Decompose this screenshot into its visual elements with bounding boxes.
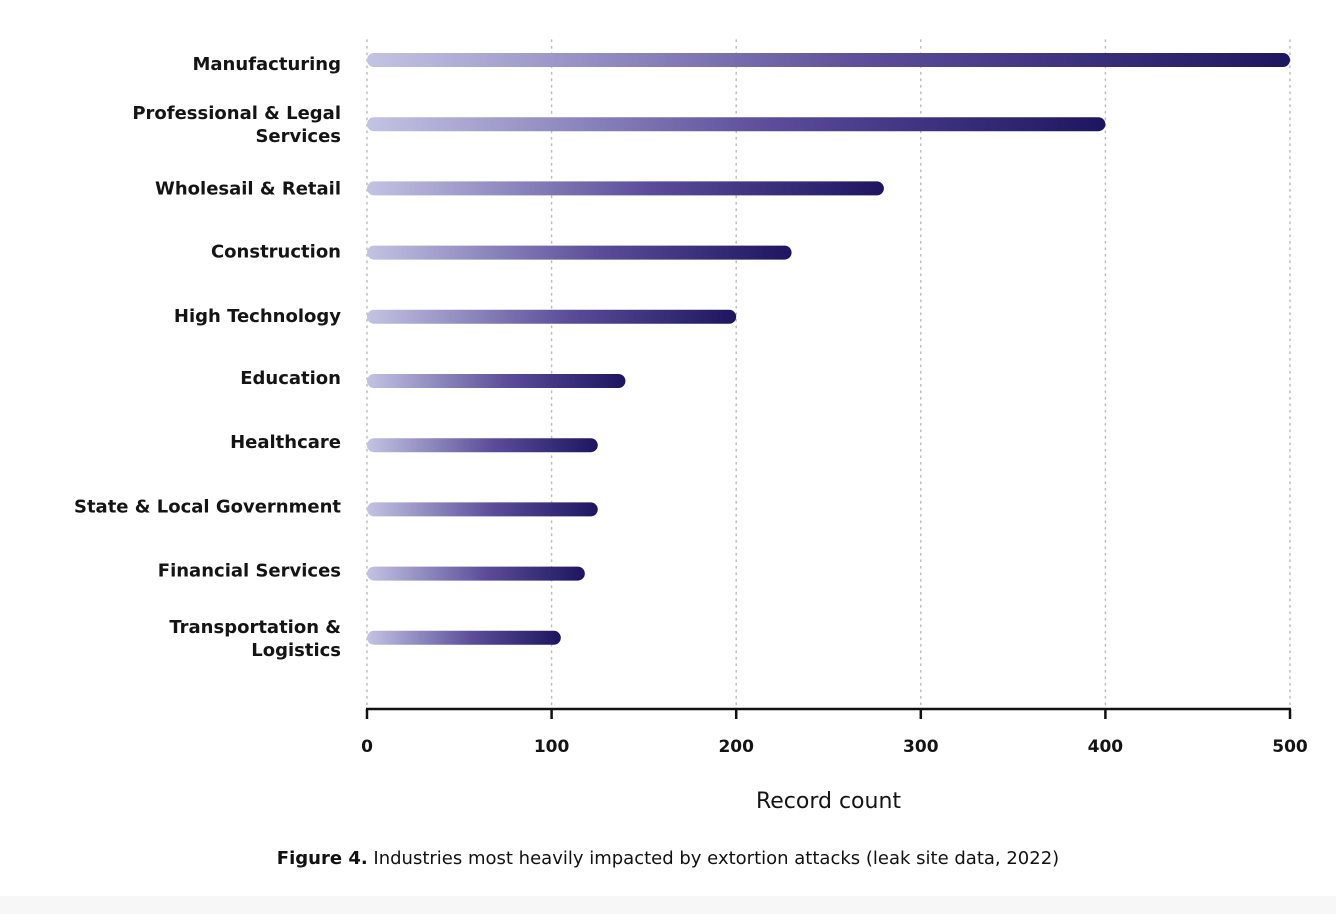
bars <box>367 53 1290 645</box>
category-label-3: Construction <box>211 242 341 263</box>
bar-9 <box>367 630 561 645</box>
x-tick-label-3: 300 <box>903 737 939 757</box>
category-label-7: State & Local Government <box>74 496 341 517</box>
bar-4 <box>367 309 737 324</box>
bar-2 <box>367 181 884 196</box>
x-tick-label-4: 400 <box>1088 737 1124 757</box>
category-label-4: High Technology <box>174 306 341 327</box>
category-label-9: Transportation & Logistics <box>169 617 341 661</box>
caption-text: Industries most heavily impacted by exto… <box>367 848 1060 869</box>
bar-8 <box>367 566 585 581</box>
category-label-5: Education <box>240 368 341 389</box>
bar-6 <box>367 438 598 453</box>
category-label-9-line-1: Logistics <box>251 640 341 661</box>
bar-0 <box>367 53 1290 67</box>
x-tick-label-0: 0 <box>361 737 373 757</box>
figure-caption: Figure 4. Industries most heavily impact… <box>0 848 1336 869</box>
category-labels: Manufacturing Professional & Legal Service… <box>74 54 341 661</box>
category-label-9-line-0: Transportation & <box>169 617 341 638</box>
bar-5 <box>367 374 626 388</box>
x-tick-label-2: 200 <box>718 737 754 757</box>
x-tick-label-1: 100 <box>534 737 570 757</box>
x-axis: 0 100 200 300 400 500 Record count <box>361 707 1308 814</box>
category-label-6: Healthcare <box>230 432 341 453</box>
category-label-2: Wholesail & Retail <box>155 178 341 199</box>
category-label-8: Financial Services <box>158 561 341 582</box>
category-label-0: Manufacturing <box>193 54 342 75</box>
caption-label: Figure 4. <box>276 848 368 869</box>
bar-7 <box>367 502 598 517</box>
grid-lines <box>366 39 1291 710</box>
bar-1 <box>367 117 1106 132</box>
category-label-1-line-1: Services <box>255 126 341 147</box>
footer-band <box>0 896 1336 914</box>
x-tick-label-5: 500 <box>1272 737 1308 757</box>
category-label-1-line-0: Professional & Legal <box>132 103 341 124</box>
bar-3 <box>367 245 792 260</box>
category-label-1: Professional & Legal Services <box>132 103 341 147</box>
x-axis-title: Record count <box>756 789 901 814</box>
